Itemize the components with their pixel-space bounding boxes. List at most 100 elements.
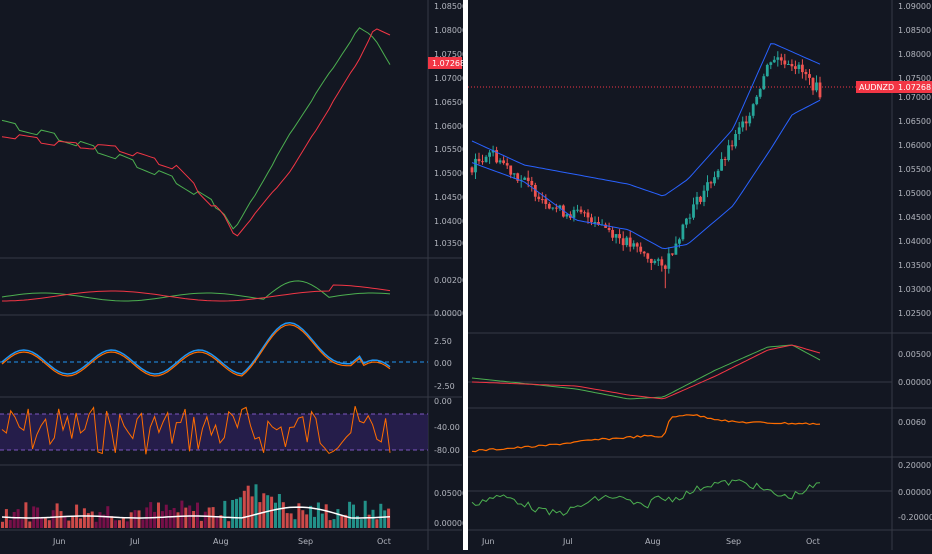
left-volume-bar	[94, 521, 98, 528]
left-volume-bar	[125, 521, 129, 528]
left-williams-tick: 0.00	[434, 397, 452, 406]
right-candle-body	[815, 82, 818, 91]
right-candle-body	[484, 156, 488, 163]
right-macd-tick: 0.00500	[898, 350, 931, 359]
left-volume-bar	[227, 521, 231, 528]
left-last-price-label-bg	[428, 57, 462, 69]
left-osc1-line-red	[2, 284, 391, 302]
right-candle-body	[681, 224, 685, 240]
right-candle-body	[491, 150, 495, 153]
left-volume-bar	[367, 514, 371, 528]
right-price-tick: 1.04000	[898, 237, 931, 246]
right-candle-body	[579, 209, 583, 213]
left-volume-bar	[12, 512, 16, 528]
right-price-tick: 1.07500	[898, 74, 931, 83]
left-volume-bar	[348, 501, 352, 528]
left-volume-bar	[24, 502, 28, 528]
right-candle-body	[699, 196, 702, 202]
right-last-price-label: 1.07268	[898, 83, 931, 92]
left-volume-tick: 0.00000	[434, 519, 467, 528]
right-time-tick: Aug	[645, 537, 661, 546]
right-candle-body	[498, 160, 502, 163]
right-atr-tick: 0.0060	[898, 418, 926, 427]
right-candle-body	[586, 212, 590, 218]
left-volume-bar	[141, 519, 145, 528]
right-candle-body	[744, 121, 748, 124]
right-candle-body	[688, 217, 692, 219]
right-candle-body	[495, 150, 498, 163]
left-volume-tick: 0.05000	[434, 489, 467, 498]
left-volume-bar	[79, 518, 82, 528]
right-candle-body	[639, 246, 643, 252]
left-volume-bar	[1, 521, 4, 528]
left-price-tick: 1.08500	[434, 2, 467, 11]
right-candle-body	[702, 190, 706, 202]
left-price-tick: 1.06500	[434, 98, 467, 107]
right-candle-body	[621, 238, 625, 246]
left-volume-ma-line	[1, 506, 391, 519]
right-candle-body	[632, 243, 636, 247]
left-volume-bar	[157, 502, 160, 528]
right-candle-body	[674, 243, 678, 255]
left-volume-bar	[309, 505, 313, 528]
left-price-tick: 1.03500	[434, 239, 467, 248]
left-volume-bar	[215, 517, 219, 528]
left-volume-bar	[336, 509, 340, 528]
left-time-tick: Sep	[298, 537, 313, 546]
left-volume-bar	[371, 509, 375, 528]
right-candle-body	[611, 230, 614, 238]
left-volume-bar	[328, 520, 332, 528]
right-candle-body	[551, 207, 555, 209]
right-candle-body	[635, 243, 639, 247]
right-price-tick: 1.03000	[898, 285, 931, 294]
right-candle-body	[516, 173, 520, 181]
left-volume-bar	[324, 504, 328, 528]
right-candle-body	[593, 222, 597, 223]
left-osc2-tick: 2.50	[434, 337, 452, 346]
left-volume-bar	[297, 503, 301, 528]
left-volume-bar	[153, 511, 157, 528]
right-candle-body	[811, 77, 815, 91]
right-candle-body	[769, 62, 773, 65]
right-candle-body	[737, 127, 741, 134]
right-candle-body	[660, 259, 664, 266]
right-candle-body	[628, 237, 632, 247]
left-volume-bar	[355, 515, 359, 528]
right-candle-body	[607, 228, 611, 230]
right-candle-body	[776, 57, 780, 60]
right-candle-body	[720, 159, 723, 171]
left-envelope-upper-line	[1, 27, 391, 230]
right-candle-body	[663, 265, 667, 269]
left-volume-bar	[203, 511, 207, 528]
left-price-ticks: 1.08500 1.08000 1.07500 1.07000 1.06500 …	[434, 2, 467, 248]
left-volume-bar	[47, 520, 51, 528]
right-candle-body	[537, 196, 541, 200]
left-volume-bar	[98, 512, 102, 528]
left-price-tick: 1.08000	[434, 26, 467, 35]
right-candle-body	[653, 260, 657, 263]
left-williams-tick: -40.00	[434, 423, 460, 432]
right-candle-body	[667, 253, 671, 269]
left-volume-bar	[219, 515, 223, 528]
right-candle-body	[685, 218, 688, 225]
left-volume-bar	[63, 515, 67, 528]
left-volume-bar	[207, 507, 211, 528]
right-candle-body	[671, 253, 674, 255]
left-osc1-tick: 0.00200	[434, 276, 467, 285]
right-candle-body	[618, 234, 621, 239]
left-chart: 1.08500 1.08000 1.07500 1.07000 1.06500 …	[0, 0, 467, 550]
chart-marks	[0, 27, 892, 528]
left-price-tick: 1.05500	[434, 145, 467, 154]
right-candle-body	[734, 134, 737, 147]
right-candle-body	[583, 212, 586, 214]
right-candle-body	[558, 205, 562, 209]
left-volume-bar	[211, 507, 215, 528]
left-volume-bar	[262, 493, 266, 528]
right-candle-body	[512, 173, 516, 175]
left-price-tick: 1.04000	[434, 217, 467, 226]
left-volume-bar	[199, 520, 203, 528]
left-volume-bar	[270, 496, 274, 528]
right-candle-body	[801, 64, 804, 73]
left-volume-bar	[129, 512, 133, 528]
right-candle-body	[808, 74, 811, 78]
